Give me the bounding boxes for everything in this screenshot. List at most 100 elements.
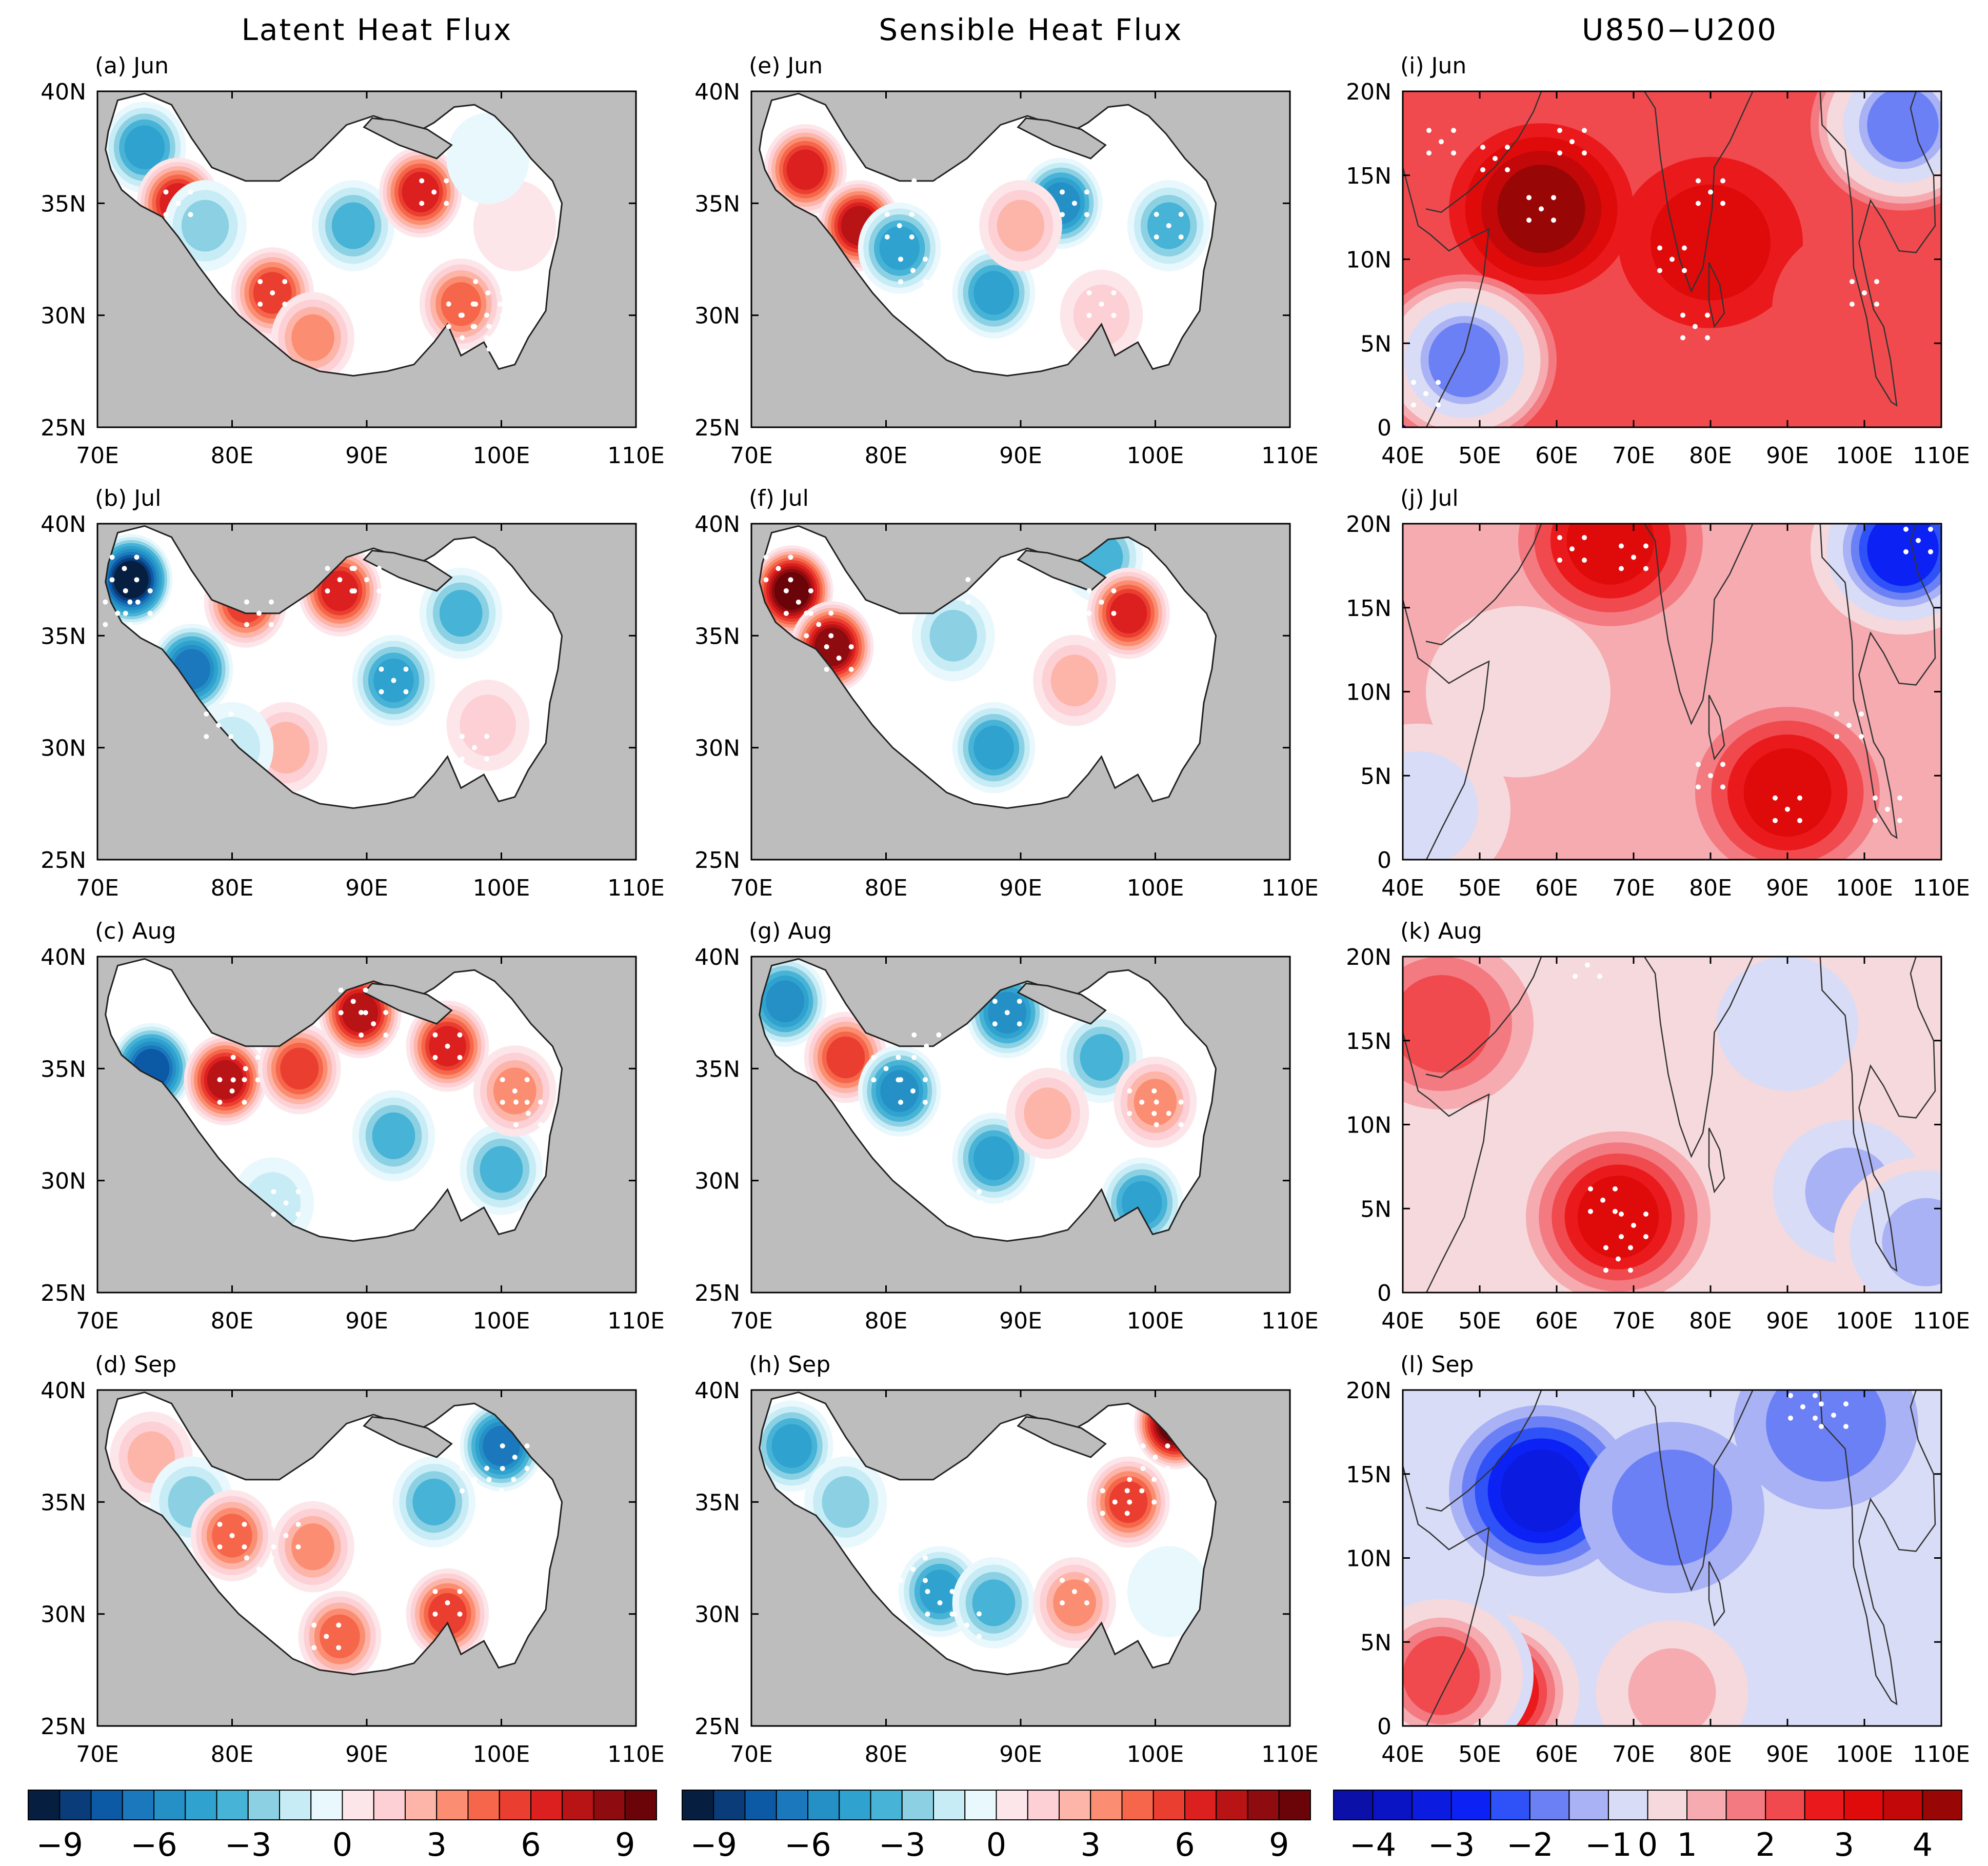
x-tick-label: 80E	[1689, 1741, 1732, 1768]
colorbar-swatch	[1882, 1790, 1923, 1820]
significance-dot	[1127, 1088, 1132, 1094]
significance-dot	[511, 1477, 516, 1482]
significance-dot	[1600, 1197, 1605, 1203]
significance-dot	[255, 1077, 261, 1083]
significance-dot	[271, 1212, 276, 1217]
contour-blob	[826, 1036, 865, 1079]
significance-dot	[1874, 279, 1879, 284]
plateau-outline	[105, 92, 563, 377]
significance-dot	[269, 622, 274, 627]
plot-area	[97, 91, 636, 427]
significance-dot	[1480, 145, 1485, 150]
contour-blob	[1403, 975, 1490, 1073]
significance-dot	[898, 279, 903, 285]
colorbar-swatch	[996, 1790, 1028, 1820]
significance-dot	[403, 689, 409, 694]
colorbar-tick-label: −3	[225, 1826, 271, 1863]
significance-dot	[1708, 189, 1713, 195]
colorbar-tick-label: 3	[427, 1826, 447, 1863]
significance-dot	[924, 1043, 929, 1049]
x-tick-label: 60E	[1535, 1741, 1578, 1768]
significance-dot	[127, 599, 133, 605]
significance-dot	[1493, 156, 1498, 161]
significance-dot	[952, 1611, 957, 1617]
panel-title: (b) Jul	[95, 485, 161, 511]
significance-dot	[936, 1032, 942, 1038]
colorbar-swatch	[807, 1790, 840, 1820]
significance-dot	[457, 1589, 463, 1594]
significance-dot	[1072, 1589, 1077, 1594]
x-tick-label: 110E	[1261, 1308, 1319, 1334]
panel-b: 70E 80E 90E 100E 110E 25N 30N 35N 40N (b) Jul	[41, 485, 665, 901]
significance-dot	[446, 301, 451, 307]
significance-dot	[1060, 189, 1065, 195]
significance-dot	[1166, 1110, 1171, 1116]
x-tick-label: 60E	[1535, 875, 1578, 901]
coastline	[1819, 524, 1936, 839]
contour-blob	[412, 1478, 456, 1525]
colorbar-swatch	[530, 1790, 563, 1820]
significance-dot	[1111, 312, 1117, 318]
x-tick-label: 90E	[345, 875, 388, 901]
significance-dot	[1705, 335, 1710, 341]
x-tick-label: 50E	[1458, 443, 1501, 469]
significance-dot	[1151, 1499, 1157, 1505]
contour-blob	[291, 314, 334, 361]
significance-dot	[836, 656, 842, 661]
significance-dot	[911, 178, 917, 184]
coastline	[1403, 1032, 1490, 1293]
significance-dot	[992, 1021, 998, 1027]
panel-h: 70E 80E 90E 100E 110E 25N 30N 35N 40N (h) Sep	[694, 1352, 1319, 1768]
contour-blob	[880, 1070, 919, 1112]
significance-dot	[1885, 806, 1890, 812]
significance-dot	[923, 1100, 928, 1105]
significance-dot	[283, 1533, 289, 1538]
significance-dot	[1124, 1511, 1130, 1516]
significance-dot	[1928, 549, 1933, 554]
significance-dot	[134, 577, 140, 583]
significance-dot	[486, 324, 492, 329]
y-tick-label: 5N	[1360, 763, 1391, 789]
significance-dot	[1017, 1021, 1022, 1027]
x-tick-label: 110E	[607, 875, 665, 901]
significance-dot	[1582, 150, 1587, 156]
panel-d: 70E 80E 90E 100E 110E 25N 30N 35N 40N (d) Sep	[41, 1352, 665, 1768]
plateau-outline	[759, 92, 1217, 377]
significance-dot	[460, 733, 465, 739]
x-tick-label: 70E	[76, 443, 119, 469]
significance-dot	[977, 1189, 982, 1195]
significance-dot	[1680, 335, 1685, 341]
y-tick-label: 35N	[694, 191, 740, 217]
plateau-outline	[105, 1391, 563, 1676]
significance-dot	[1859, 711, 1864, 717]
significance-dot	[1628, 1267, 1633, 1273]
x-tick-label: 110E	[1913, 875, 1970, 901]
colorbar-swatch	[1686, 1790, 1727, 1820]
significance-dot	[964, 1200, 969, 1206]
significance-dot	[1720, 178, 1725, 184]
significance-dot	[271, 1189, 276, 1195]
significance-dot	[1526, 217, 1532, 223]
y-tick-label: 0	[1377, 1714, 1391, 1740]
y-tick-label: 30N	[41, 303, 86, 329]
significance-dot	[923, 1578, 928, 1583]
significance-dot	[127, 622, 133, 627]
contour-blob	[786, 149, 824, 190]
colorbar-swatch	[467, 1790, 500, 1820]
significance-dot	[204, 711, 209, 717]
colorbar-swatch	[593, 1790, 626, 1820]
significance-dot	[816, 622, 822, 627]
significance-dot	[824, 644, 829, 649]
significance-dot	[1680, 312, 1685, 318]
significance-dot	[1873, 795, 1878, 801]
y-tick-label: 15N	[1346, 1462, 1391, 1488]
significance-dot	[804, 633, 809, 639]
x-tick-label: 100E	[1127, 443, 1184, 469]
significance-dot	[500, 1466, 505, 1471]
colorbar-swatch	[1216, 1790, 1248, 1820]
plot-area	[751, 91, 1290, 427]
significance-dot	[911, 1032, 917, 1038]
plateau-field	[759, 526, 1216, 808]
plot-area	[1403, 957, 1941, 1293]
significance-dot	[1813, 1415, 1818, 1421]
